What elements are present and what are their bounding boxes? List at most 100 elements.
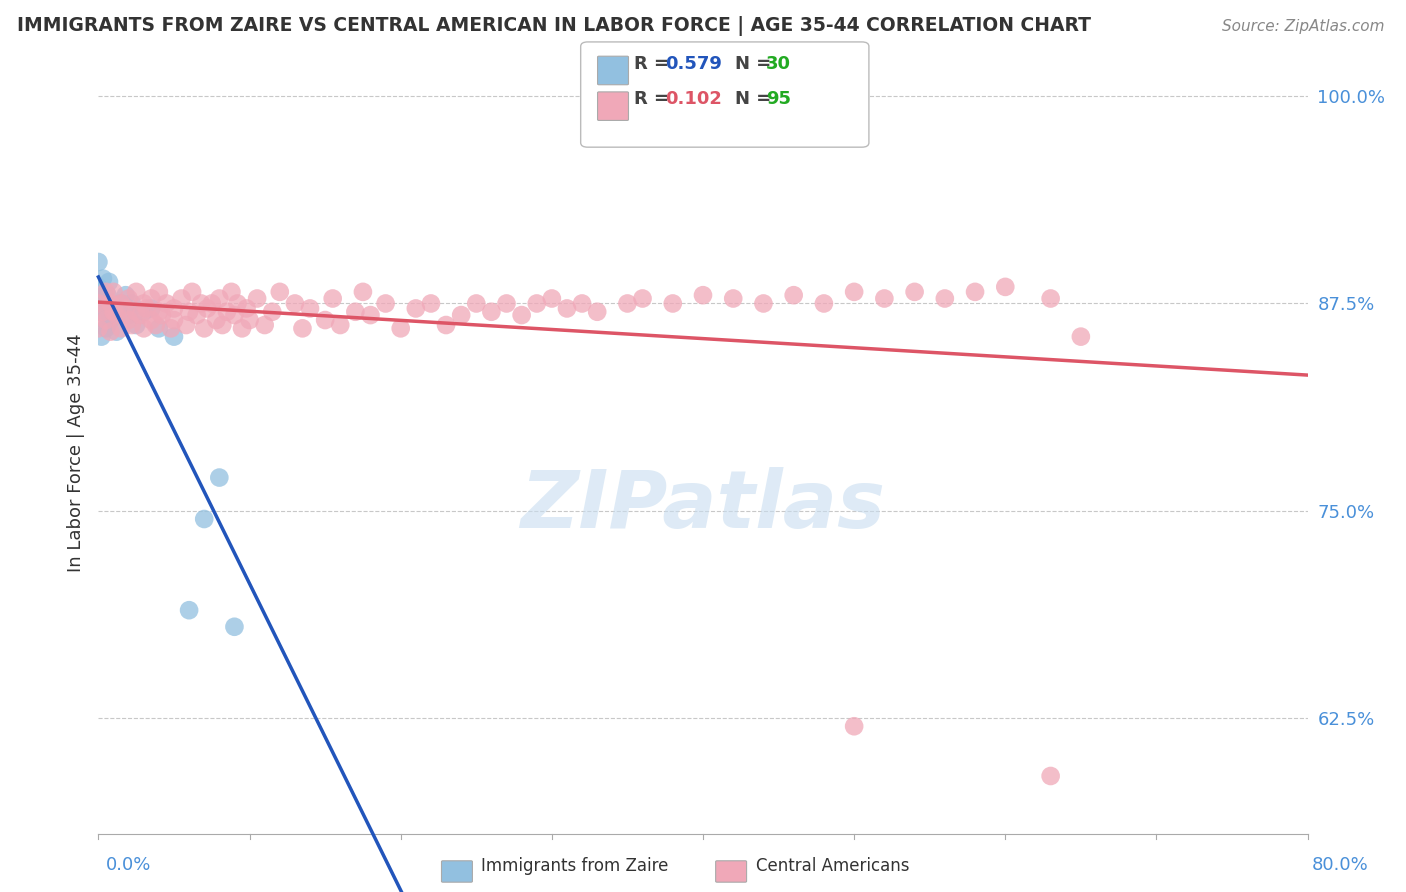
Text: 0.0%: 0.0% xyxy=(105,855,150,873)
Point xyxy=(465,296,488,310)
Point xyxy=(329,318,352,332)
Point xyxy=(135,301,157,316)
Point xyxy=(1039,769,1062,783)
Point xyxy=(211,318,233,332)
Point xyxy=(813,296,835,310)
Text: R =: R = xyxy=(634,54,675,72)
Point xyxy=(118,313,141,327)
Point xyxy=(91,271,114,285)
Point xyxy=(87,296,110,310)
Point xyxy=(94,321,117,335)
Point xyxy=(103,285,125,299)
Point xyxy=(91,296,114,310)
Point xyxy=(181,285,204,299)
Point xyxy=(231,321,253,335)
Point xyxy=(87,280,110,294)
Point xyxy=(110,296,132,310)
Point xyxy=(163,329,186,343)
Point xyxy=(118,308,141,322)
Point xyxy=(299,301,322,316)
Point xyxy=(510,308,533,322)
Y-axis label: In Labor Force | Age 35-44: In Labor Force | Age 35-44 xyxy=(66,334,84,572)
Text: 30: 30 xyxy=(766,54,792,72)
Point xyxy=(105,325,128,339)
Text: 95: 95 xyxy=(766,90,792,108)
Point xyxy=(239,313,262,327)
Point xyxy=(752,296,775,310)
Point xyxy=(91,305,114,319)
Point xyxy=(132,296,155,310)
Point xyxy=(291,321,314,335)
Point xyxy=(114,301,136,316)
Point xyxy=(103,305,125,319)
Point xyxy=(87,321,110,335)
Point xyxy=(374,296,396,310)
Point xyxy=(94,285,117,299)
Point xyxy=(420,296,443,310)
Point xyxy=(100,296,122,310)
Point xyxy=(100,325,122,339)
Point xyxy=(132,305,155,319)
Point xyxy=(148,285,170,299)
Point xyxy=(224,308,246,322)
Point xyxy=(105,308,128,322)
Point xyxy=(904,285,927,299)
Point xyxy=(114,288,136,302)
Point xyxy=(163,313,186,327)
Text: IMMIGRANTS FROM ZAIRE VS CENTRAL AMERICAN IN LABOR FORCE | AGE 35-44 CORRELATION: IMMIGRANTS FROM ZAIRE VS CENTRAL AMERICA… xyxy=(17,16,1091,37)
Point xyxy=(783,288,806,302)
Point xyxy=(87,305,110,319)
Point xyxy=(125,318,148,332)
Point xyxy=(125,305,148,319)
Point xyxy=(235,301,257,316)
Point xyxy=(121,318,143,332)
Point xyxy=(193,512,215,526)
Point xyxy=(163,301,186,316)
Point xyxy=(100,313,122,327)
Point xyxy=(692,288,714,302)
Point xyxy=(844,285,866,299)
Point xyxy=(616,296,638,310)
Point xyxy=(314,313,336,327)
Point xyxy=(141,313,163,327)
Point xyxy=(723,292,745,306)
Point xyxy=(253,318,276,332)
Point xyxy=(284,296,307,310)
Point xyxy=(224,620,246,634)
Point xyxy=(90,329,112,343)
Text: Source: ZipAtlas.com: Source: ZipAtlas.com xyxy=(1222,20,1385,34)
Point xyxy=(586,305,609,319)
Point xyxy=(148,305,170,319)
Point xyxy=(132,321,155,335)
Text: 0.579: 0.579 xyxy=(665,54,721,72)
Point xyxy=(434,318,457,332)
Point xyxy=(141,301,163,316)
Point xyxy=(160,321,183,335)
Point xyxy=(96,318,118,332)
Point xyxy=(145,318,167,332)
Point xyxy=(555,301,578,316)
Point xyxy=(110,321,132,335)
Point xyxy=(103,305,125,319)
Point xyxy=(269,285,291,299)
Point xyxy=(246,292,269,306)
Point xyxy=(179,603,201,617)
Point xyxy=(344,305,367,319)
Point xyxy=(93,288,115,302)
Point xyxy=(129,308,152,322)
Point xyxy=(352,285,374,299)
Point xyxy=(661,296,683,310)
Point xyxy=(110,296,132,310)
Point xyxy=(1039,292,1062,306)
Point xyxy=(98,275,121,289)
Point xyxy=(208,292,231,306)
Point xyxy=(193,321,215,335)
Point xyxy=(150,308,173,322)
Point xyxy=(98,305,121,319)
Point xyxy=(221,285,243,299)
Point xyxy=(205,313,228,327)
Point xyxy=(526,296,548,310)
Point xyxy=(94,296,117,310)
Point xyxy=(844,719,866,733)
Point xyxy=(934,292,956,306)
